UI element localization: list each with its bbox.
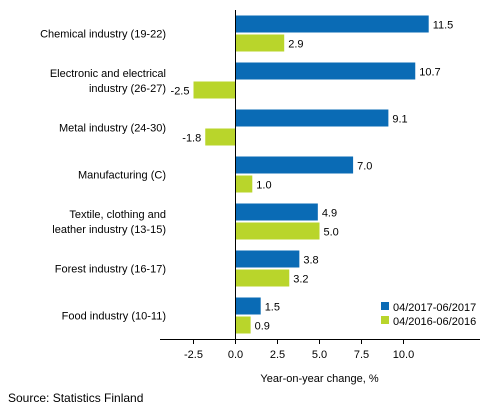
legend-swatch <box>381 302 389 310</box>
data-label: 1.0 <box>256 180 271 192</box>
bar-2017 <box>235 297 261 315</box>
data-label: 2.9 <box>288 39 303 51</box>
data-label: 3.2 <box>293 274 308 286</box>
x-tick-label: 5.0 <box>312 349 327 361</box>
bar-2017 <box>235 109 389 127</box>
bar-2016 <box>235 222 320 240</box>
x-axis-title: Year-on-year change, % <box>260 373 378 385</box>
x-tick-label: 0.0 <box>228 349 243 361</box>
data-label: 0.9 <box>255 321 270 333</box>
legend-label: 04/2016-06/2016 <box>393 316 476 328</box>
category-label: Textile, clothing and leather industry (1… <box>52 209 166 236</box>
data-label: 9.1 <box>392 114 407 126</box>
bar-2017 <box>235 203 318 221</box>
bar-2016 <box>193 81 236 99</box>
x-tick-label: 2.5 <box>270 349 285 361</box>
data-label: 3.8 <box>303 255 318 267</box>
legend: 04/2017-06/2017 04/2016-06/2016 <box>381 302 476 328</box>
data-label: 5.0 <box>324 227 339 239</box>
category-label: Chemical industry (19-22) <box>40 29 166 41</box>
category-label: Manufacturing (C) <box>78 170 166 182</box>
bar-2017 <box>235 250 300 268</box>
bar-2017 <box>235 15 429 33</box>
bar-2016 <box>235 269 290 287</box>
data-label: -1.8 <box>182 133 201 145</box>
bar-2016 <box>235 175 253 193</box>
data-label: -2.5 <box>171 86 190 98</box>
bar-2017 <box>235 62 416 80</box>
data-label: 10.7 <box>419 67 440 79</box>
data-label: 1.5 <box>265 302 280 314</box>
x-tick-label: 7.5 <box>354 349 369 361</box>
category-label: Metal industry (24-30) <box>59 123 166 135</box>
bar-2016 <box>235 316 251 334</box>
category-labels: Chemical industry (19-22) Electronic and … <box>40 29 166 323</box>
data-label: 7.0 <box>357 161 372 173</box>
data-label: 4.9 <box>322 208 337 220</box>
bar-2017 <box>235 156 354 174</box>
data-labels: 11.5 2.9 10.7 -2.5 9.1 -1.8 7.0 1.0 4.9 5.0 3.8 3.2… <box>171 20 454 333</box>
data-label: 11.5 <box>433 20 454 32</box>
x-tick-label: 10.0 <box>393 349 414 361</box>
source-note: Source: Statistics Finland <box>8 391 144 405</box>
bar-2016 <box>235 34 285 52</box>
bars-layer <box>193 15 429 334</box>
category-label: Electronic and electrical industry (26-27… <box>50 68 166 95</box>
bar-2016 <box>205 128 236 146</box>
x-tick-label: -2.5 <box>184 349 203 361</box>
category-label: Food industry (10-11) <box>62 311 166 323</box>
x-axis: -2.5 0.0 2.5 5.0 7.5 10.0 <box>160 10 480 361</box>
category-label: Forest industry (16-17) <box>55 264 166 276</box>
legend-label: 04/2017-06/2017 <box>393 302 476 314</box>
legend-swatch <box>381 316 389 324</box>
